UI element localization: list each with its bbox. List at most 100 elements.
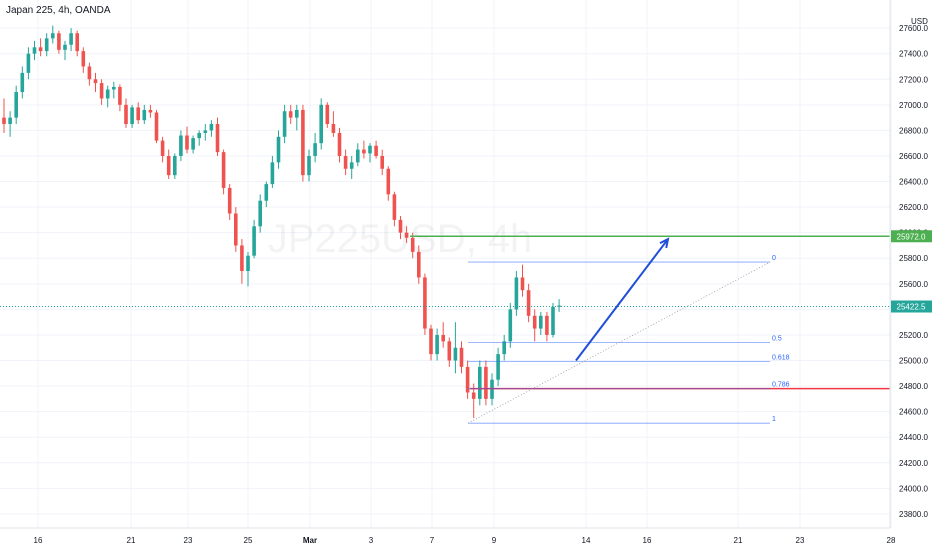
candle	[57, 30, 61, 54]
candle	[209, 120, 214, 137]
candle-body	[423, 277, 427, 329]
candle-body	[166, 155, 171, 176]
fib-level-label: 0.786	[772, 382, 790, 389]
candle	[368, 143, 372, 163]
time-tick-label: 14	[582, 536, 591, 545]
candle	[404, 226, 409, 243]
candle-body	[154, 112, 159, 141]
candle	[337, 127, 342, 163]
candle	[429, 324, 433, 361]
candle-body	[209, 124, 214, 131]
candle	[484, 360, 488, 406]
candle	[148, 104, 153, 118]
candle	[514, 271, 519, 316]
price-tick-label: 27400.0	[899, 50, 928, 59]
candle	[124, 98, 128, 128]
candle	[63, 40, 67, 61]
candle-body	[282, 111, 287, 137]
candle	[130, 104, 134, 128]
candle	[154, 109, 159, 144]
time-tick-label: Mar	[303, 536, 317, 545]
time-tick-label: 7	[430, 536, 435, 545]
candle	[142, 104, 147, 125]
candle-body	[20, 72, 25, 93]
candle-body	[14, 92, 18, 118]
candle	[325, 102, 330, 128]
candle-body	[8, 117, 12, 125]
fib-level-label: 0.5	[772, 336, 782, 343]
candle-body	[276, 136, 281, 163]
candle	[118, 84, 122, 112]
candle	[93, 72, 98, 93]
candle-body	[124, 104, 128, 125]
candle-body	[545, 315, 549, 335]
candle-body	[471, 392, 476, 399]
candle	[8, 111, 12, 137]
candle	[99, 79, 104, 105]
time-tick-label: 21	[127, 536, 136, 545]
candle-body	[465, 366, 470, 393]
candle-body	[75, 33, 79, 52]
time-tick-label: 23	[184, 536, 193, 545]
candle	[221, 149, 226, 195]
candle-body	[32, 47, 37, 54]
candle	[81, 47, 86, 73]
candle	[508, 302, 513, 348]
candle-body	[118, 86, 122, 105]
candle-body	[520, 277, 525, 291]
fib-level-label: 0	[772, 255, 776, 262]
plot-background	[0, 0, 890, 528]
candle-body	[2, 117, 6, 125]
candle-body	[380, 155, 384, 169]
candle-body	[526, 290, 531, 316]
candle	[295, 104, 299, 131]
candle-body	[484, 366, 488, 399]
candle	[203, 124, 208, 141]
candle	[20, 66, 25, 99]
candle	[313, 132, 317, 163]
candle	[75, 30, 79, 57]
symbol-title: Japan 225, 4h, OANDA	[6, 5, 111, 16]
candle	[51, 25, 55, 44]
candle-body	[258, 200, 262, 227]
candle	[447, 337, 452, 367]
candle	[258, 194, 262, 233]
candle	[252, 219, 256, 259]
candle-body	[185, 135, 189, 150]
candle-body	[417, 251, 421, 278]
resistance-price-tag	[891, 230, 932, 243]
price-axis[interactable]: 23800.0 24000.0 24200.0 24400.0 24600.0 24800…	[891, 24, 932, 519]
candle-body	[502, 341, 506, 355]
candle	[282, 104, 287, 144]
candle-body	[356, 149, 360, 163]
candle	[319, 98, 323, 150]
candle-body	[69, 33, 73, 45]
candle	[356, 143, 360, 167]
candle	[191, 135, 195, 154]
candle-body	[203, 130, 208, 133]
candle-body	[160, 140, 165, 156]
time-tick-label: 16	[643, 536, 652, 545]
price-tick-label: 24000.0	[899, 484, 928, 493]
candle-body	[392, 194, 397, 220]
candle-body	[368, 145, 372, 154]
price-tick-label: 24400.0	[899, 433, 928, 442]
time-tick-label: 9	[492, 536, 497, 545]
candle-body	[337, 132, 342, 156]
candle-body	[478, 366, 482, 399]
currency-label[interactable]: USD	[911, 17, 928, 26]
candle-body	[539, 315, 543, 329]
candle	[532, 309, 537, 342]
candle-body	[105, 89, 110, 99]
candle-body	[130, 107, 134, 125]
candle	[173, 153, 177, 179]
candle-body	[532, 315, 537, 329]
candle-body	[404, 232, 409, 238]
time-tick-label: 16	[34, 536, 43, 545]
current-price-tag	[891, 300, 932, 313]
candle	[398, 216, 403, 240]
time-axis[interactable]: 16 21 23 25 Mar 3 7 9 14 16 21 23 28	[34, 536, 896, 545]
candle-body	[313, 143, 317, 156]
overlays: 0 0.5 0.618 0.786 1	[0, 235, 890, 424]
